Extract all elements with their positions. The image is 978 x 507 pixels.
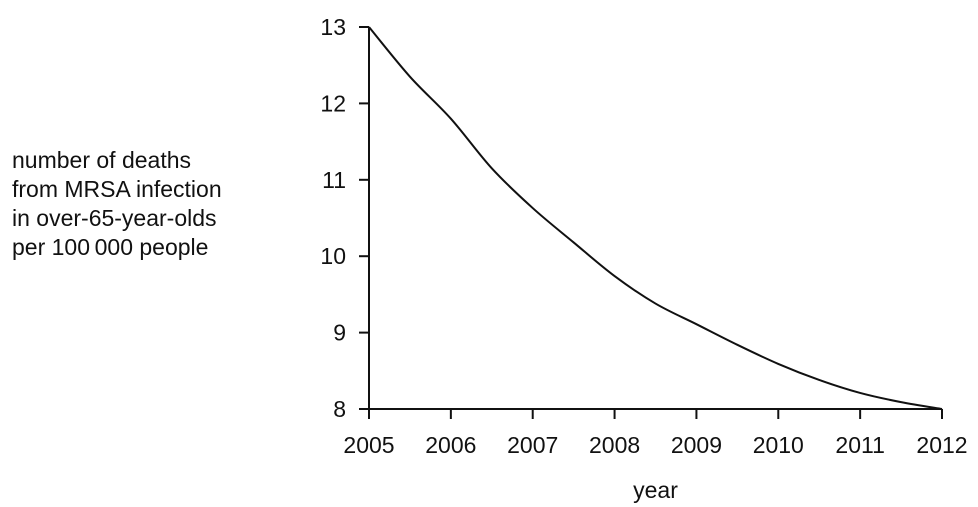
y-tick-label: 10 (320, 243, 346, 269)
x-tick-label: 2011 (835, 432, 884, 458)
series-line (368, 26, 943, 410)
series-group (368, 26, 943, 410)
x-tick-label: 2009 (671, 432, 722, 458)
x-tick-label: 2005 (343, 432, 394, 458)
y-axis-label-line: number of deaths (12, 147, 192, 173)
x-tick-label: 2006 (425, 432, 476, 458)
y-axis-label-line: from MRSA infection (12, 176, 222, 202)
axes: 2005 2006 2007 2008 2009 2010 2011 2012 8 9 10 11 12… (320, 14, 967, 503)
y-axis-label-line: in over-65-year-olds (12, 205, 217, 231)
x-tick-label: 2007 (507, 432, 558, 458)
y-tick-label: 11 (322, 167, 346, 193)
x-axis-label: year (633, 477, 678, 503)
y-tick-label: 8 (333, 396, 346, 422)
y-axis-label: number of deaths from MRSA infection in … (12, 146, 302, 262)
y-tick-label: 12 (320, 90, 346, 116)
x-tick-label: 2012 (916, 432, 967, 458)
y-axis-label-line: per 100 000 people (12, 234, 209, 260)
x-tick-label: 2008 (589, 432, 640, 458)
y-tick-label: 9 (333, 320, 346, 346)
y-tick-label: 13 (320, 14, 346, 40)
x-tick-label: 2010 (753, 432, 804, 458)
